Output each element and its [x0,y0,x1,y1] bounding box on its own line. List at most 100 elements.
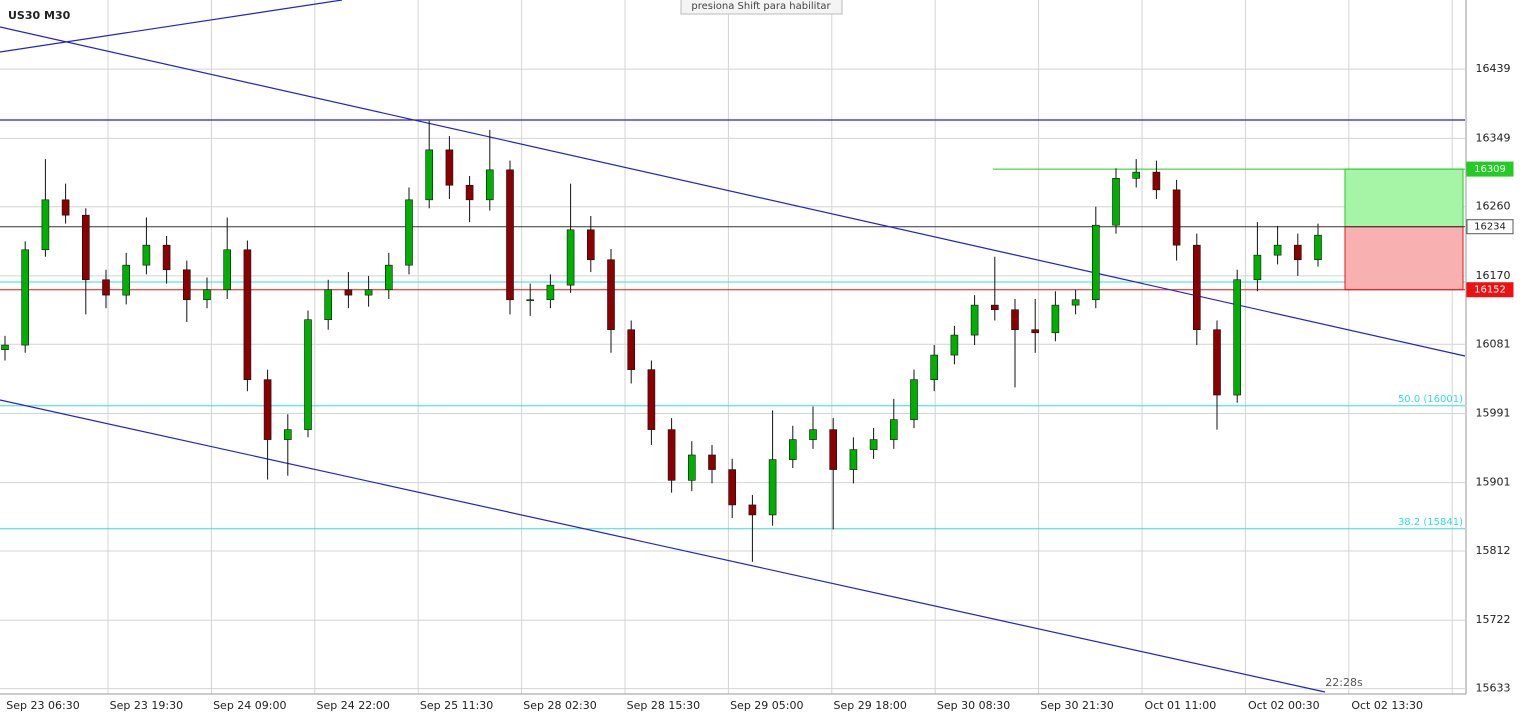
stop-zone [1344,226,1464,291]
candle-body [183,269,191,301]
candle-body [708,454,716,470]
candle-body [849,449,858,470]
candle-body [990,304,999,311]
candle-body [1152,171,1161,191]
notice: presiona Shift para habilitar [691,1,831,12]
timer: 22:28s [1325,676,1363,689]
price-marker [1466,282,1514,298]
candle-body [809,429,817,440]
candle-body [869,439,878,450]
trendline [0,0,343,53]
candle-body [1051,304,1060,334]
trendline [0,399,1326,693]
candle-body [1011,309,1019,331]
price-marker [1466,219,1514,235]
candle-body [829,429,838,470]
x-tick-label: Sep 23 19:30 [110,699,183,712]
candle-body [485,169,494,201]
trendline [0,26,1466,357]
y-tick-label: 15901 [1476,476,1511,489]
candle-body [1172,189,1181,246]
candle-body [526,299,535,302]
candle-body [243,249,252,380]
candle-body [1,344,9,350]
price-marker-label: 16309 [1474,164,1506,175]
symbol-title: US30 M30 [8,9,71,22]
y-tick-label: 16439 [1476,62,1511,75]
candle-body [263,379,272,440]
candle-body [405,199,413,266]
candle-body [324,289,333,321]
x-tick-label: Sep 24 22:00 [316,699,389,712]
price-marker [1466,161,1514,177]
candle-body [970,304,979,336]
candle-body [950,334,959,356]
candle-body [82,214,90,281]
candle-body [930,354,939,380]
candle-body [1071,299,1080,306]
candle-body [788,439,797,460]
candle-body [384,264,393,291]
x-tick-label: Sep 28 15:30 [627,699,700,712]
x-tick-label: Sep 24 09:00 [213,699,286,712]
y-tick-label: 15633 [1476,682,1511,695]
x-tick-label: Oct 02 00:30 [1248,699,1320,712]
candle-body [687,454,696,481]
y-tick-label: 15722 [1476,613,1511,626]
y-tick-label: 15812 [1476,544,1511,557]
y-tick-label: 16260 [1476,200,1511,213]
candle-body [1193,244,1201,331]
candle-body [61,199,70,216]
candle-body [142,244,151,266]
fib-label: 38.2 (15841) [1398,517,1463,528]
y-tick-label: 15991 [1476,406,1511,419]
candle-body [223,249,231,291]
x-tick-label: Sep 23 06:30 [6,699,79,712]
candle-body [1233,279,1241,396]
y-tick-label: 16349 [1476,131,1511,144]
candle-body [1314,234,1322,261]
x-tick-label: Oct 02 13:30 [1351,699,1423,712]
x-tick-label: Sep 25 11:30 [420,699,493,712]
candle-body [122,264,130,296]
candle-body [465,184,474,201]
candle-body [647,369,656,430]
candle-body [1092,224,1100,301]
x-tick-label: Sep 29 18:00 [833,699,906,712]
candle-body [283,429,292,440]
candle-body [728,469,737,506]
x-tick-label: Sep 30 08:30 [937,699,1010,712]
candle-body [667,429,676,481]
x-tick-label: Sep 29 05:00 [730,699,803,712]
candle-body [1273,244,1282,256]
candle-body [304,319,312,430]
candle-body [1031,329,1039,334]
notice-box [680,0,843,15]
candle-body [566,229,575,286]
candle-body [344,289,353,296]
candle-body [546,284,555,301]
candle-body [889,419,898,440]
target-zone [1344,168,1464,228]
candle-body [203,289,211,301]
candle-body [768,459,777,516]
candle-body [102,279,110,296]
x-tick-label: Oct 01 11:00 [1145,699,1217,712]
candle-body [41,199,50,251]
candle-body [1253,254,1262,281]
candle-body [607,259,615,331]
candle-body [445,149,454,186]
candle-body [162,244,171,271]
y-tick-label: 16081 [1476,337,1511,350]
candle-body [506,169,514,301]
candle-body [748,504,757,516]
price-marker-label: 16234 [1474,222,1506,233]
x-tick-label: Sep 30 21:30 [1040,699,1113,712]
candle-body [627,329,636,370]
candle-body [1112,178,1120,226]
candle-body [1132,171,1140,179]
candle-body [21,249,30,346]
fib-label: 50.0 (16001) [1398,394,1463,405]
candle-body [1294,244,1302,261]
